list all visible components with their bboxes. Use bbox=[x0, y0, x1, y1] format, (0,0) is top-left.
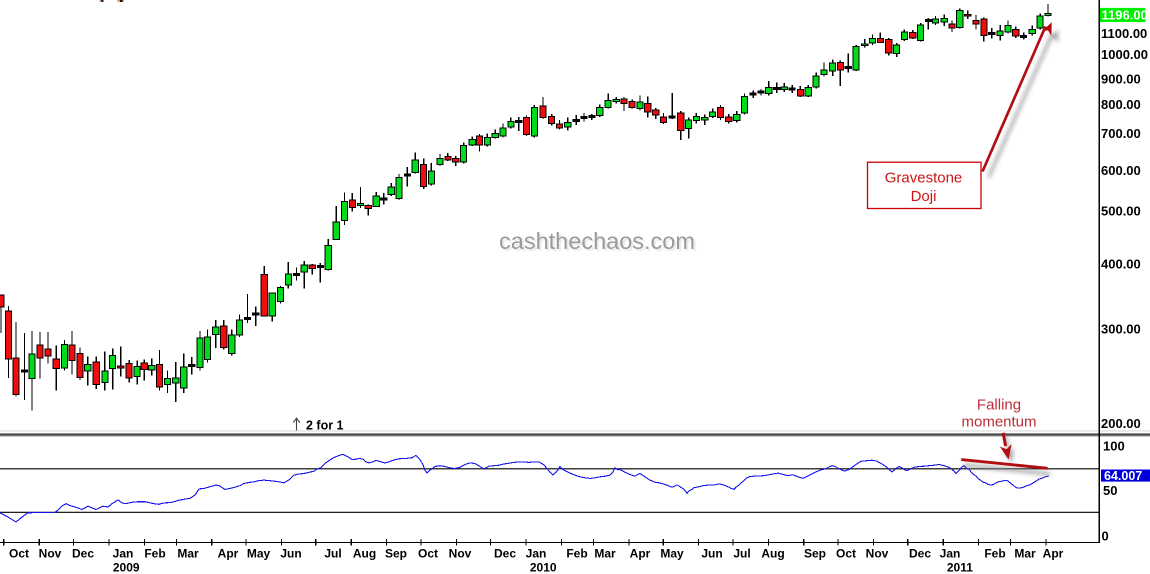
svg-text:200.00: 200.00 bbox=[1101, 416, 1141, 431]
svg-text:Nov: Nov bbox=[866, 547, 889, 561]
svg-text:Oct: Oct bbox=[9, 547, 29, 561]
svg-text:1196.00: 1196.00 bbox=[1102, 7, 1148, 22]
svg-text:50: 50 bbox=[1103, 483, 1117, 498]
svg-text:Aug: Aug bbox=[353, 547, 376, 561]
svg-text:600.00: 600.00 bbox=[1101, 163, 1141, 178]
svg-text:800.00: 800.00 bbox=[1101, 97, 1141, 112]
svg-text:400.00: 400.00 bbox=[1101, 257, 1141, 272]
svg-text:64.007: 64.007 bbox=[1104, 469, 1142, 483]
svg-text:Oct: Oct bbox=[836, 547, 856, 561]
svg-text:2011: 2011 bbox=[947, 561, 973, 574]
svg-text:0: 0 bbox=[1102, 528, 1109, 543]
svg-text:Mar: Mar bbox=[594, 547, 616, 561]
svg-text:700.00: 700.00 bbox=[1101, 126, 1141, 141]
svg-text:2 for 1: 2 for 1 bbox=[306, 419, 344, 433]
svg-text:Jan: Jan bbox=[113, 547, 134, 561]
svg-text:Gravestone: Gravestone bbox=[885, 169, 963, 186]
svg-text:cashthechaos.com: cashthechaos.com bbox=[499, 228, 695, 254]
svg-text:Oct: Oct bbox=[418, 547, 438, 561]
svg-text:2010: 2010 bbox=[530, 561, 557, 574]
svg-text:2009: 2009 bbox=[113, 561, 140, 574]
svg-text:May: May bbox=[247, 547, 271, 561]
svg-text:Mar: Mar bbox=[1014, 547, 1036, 561]
svg-text:Mar: Mar bbox=[177, 547, 199, 561]
svg-text:Dec: Dec bbox=[72, 547, 94, 561]
svg-text:Jul: Jul bbox=[324, 547, 341, 561]
svg-text:momentum: momentum bbox=[961, 413, 1036, 430]
svg-text:Apr: Apr bbox=[630, 547, 651, 561]
svg-text:100: 100 bbox=[1103, 438, 1125, 453]
svg-text:Jun: Jun bbox=[701, 547, 722, 561]
svg-text:Feb: Feb bbox=[984, 547, 1005, 561]
svg-text:Feb: Feb bbox=[144, 547, 165, 561]
svg-text:500.00: 500.00 bbox=[1101, 203, 1141, 218]
svg-text:Jun: Jun bbox=[280, 547, 301, 561]
svg-text:Jul: Jul bbox=[733, 547, 750, 561]
svg-text:May: May bbox=[660, 547, 684, 561]
svg-text:Sep: Sep bbox=[385, 547, 407, 561]
svg-text:1000.00: 1000.00 bbox=[1101, 47, 1148, 62]
svg-text:900.00: 900.00 bbox=[1101, 72, 1141, 87]
svg-text:Apr: Apr bbox=[218, 547, 239, 561]
svg-text:Dec: Dec bbox=[494, 547, 516, 561]
svg-text:Nov: Nov bbox=[39, 547, 62, 561]
svg-text:Aug: Aug bbox=[761, 547, 784, 561]
svg-text:Jan: Jan bbox=[526, 547, 547, 561]
svg-text:Doji: Doji bbox=[911, 188, 937, 205]
svg-text:1100.00: 1100.00 bbox=[1101, 26, 1147, 41]
svg-text:Falling: Falling bbox=[977, 396, 1021, 413]
svg-text:300.00: 300.00 bbox=[1101, 322, 1141, 337]
svg-text:Apr: Apr bbox=[1043, 547, 1064, 561]
svg-text:Sep: Sep bbox=[804, 547, 826, 561]
svg-text:Jan: Jan bbox=[940, 547, 961, 561]
svg-text:Dec: Dec bbox=[909, 547, 931, 561]
svg-text:Feb: Feb bbox=[566, 547, 587, 561]
svg-text:Nov: Nov bbox=[449, 547, 472, 561]
